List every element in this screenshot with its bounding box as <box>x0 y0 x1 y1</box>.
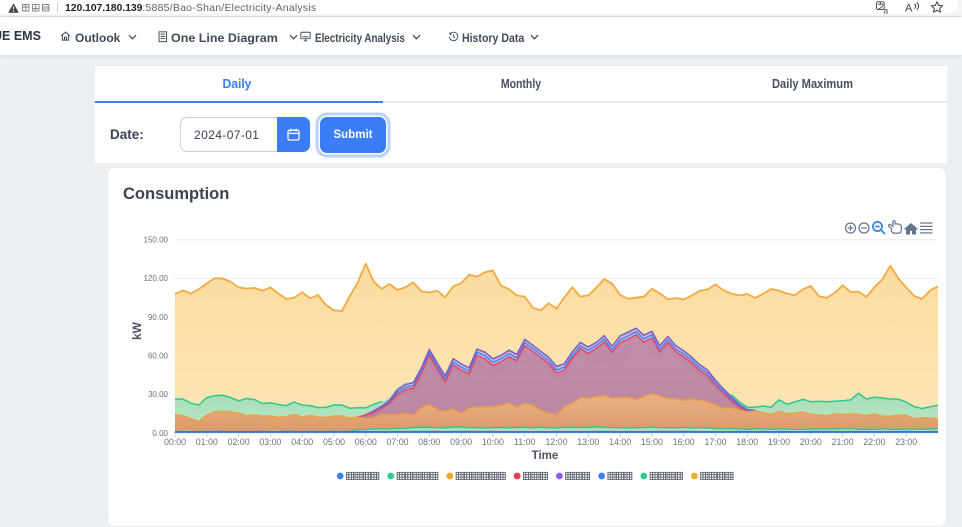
svg-text:18:00: 18:00 <box>736 437 758 447</box>
svg-text:01:00: 01:00 <box>196 437 218 447</box>
svg-text:09:00: 09:00 <box>450 437 472 447</box>
svg-text:12:00: 12:00 <box>545 437 567 447</box>
svg-text:08:00: 08:00 <box>418 437 440 447</box>
svg-text:15:00: 15:00 <box>641 437 663 447</box>
svg-text:04:00: 04:00 <box>291 437 313 447</box>
svg-text:07:00: 07:00 <box>386 437 408 447</box>
svg-text:06:00: 06:00 <box>355 437 377 447</box>
svg-text:21:00: 21:00 <box>832 437 854 447</box>
svg-text:16:00: 16:00 <box>673 437 695 447</box>
svg-text:02:00: 02:00 <box>228 437 250 447</box>
svg-text:19:00: 19:00 <box>768 437 790 447</box>
svg-text:00:00: 00:00 <box>164 437 186 447</box>
svg-text:23:00: 23:00 <box>895 437 917 447</box>
svg-text:a: a <box>883 5 888 15</box>
svg-text:20:00: 20:00 <box>800 437 822 447</box>
svg-text:Time: Time <box>532 450 559 462</box>
svg-text:60.00: 60.00 <box>148 352 169 361</box>
svg-text:13:00: 13:00 <box>577 437 599 447</box>
svg-text:30.00: 30.00 <box>148 390 169 399</box>
svg-text:A: A <box>905 3 913 15</box>
svg-text:14:00: 14:00 <box>609 437 631 447</box>
svg-text:17:00: 17:00 <box>704 437 726 447</box>
svg-text:22:00: 22:00 <box>863 437 885 447</box>
svg-text:90.00: 90.00 <box>148 313 169 322</box>
svg-text:0.00: 0.00 <box>152 429 168 438</box>
svg-text:10:00: 10:00 <box>482 437 504 447</box>
svg-text:kW: kW <box>130 321 144 340</box>
svg-text:03:00: 03:00 <box>259 437 281 447</box>
svg-text:11:00: 11:00 <box>514 437 535 447</box>
svg-text:150.00: 150.00 <box>144 236 169 245</box>
svg-text:120.00: 120.00 <box>144 274 169 283</box>
svg-text:05:00: 05:00 <box>323 437 345 447</box>
